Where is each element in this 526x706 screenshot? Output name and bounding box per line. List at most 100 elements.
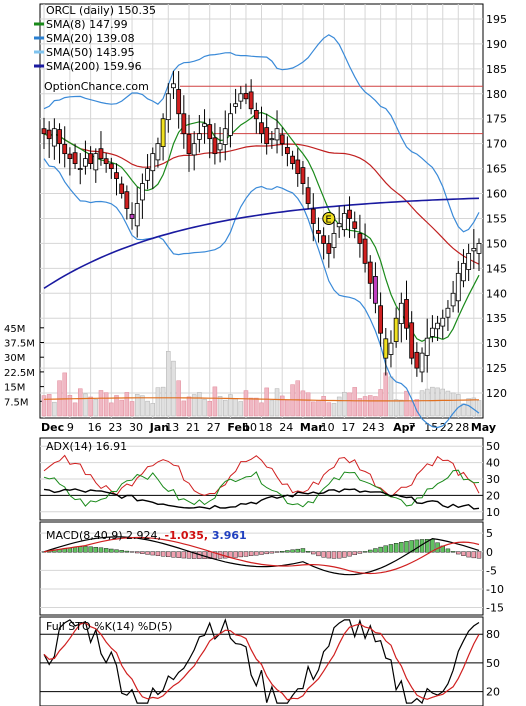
macd-hist-bar bbox=[414, 539, 420, 553]
macd-hist-bar bbox=[300, 548, 306, 553]
candle-body bbox=[347, 209, 352, 219]
candle bbox=[165, 83, 171, 133]
volume-bar bbox=[279, 395, 285, 417]
candle-body bbox=[41, 128, 47, 135]
candle-body bbox=[295, 159, 301, 174]
macd-hist-value: 3.961 bbox=[212, 529, 247, 542]
macd-hist-bar bbox=[150, 551, 155, 556]
volume-bar bbox=[41, 395, 47, 417]
volume-bar bbox=[150, 403, 155, 417]
candle bbox=[259, 106, 264, 144]
x-tick-label-14: 10 bbox=[321, 421, 335, 434]
y-tick-label-0: 120 bbox=[486, 387, 507, 400]
volume-bar bbox=[238, 401, 244, 417]
volume-bar bbox=[399, 399, 404, 417]
candle-body bbox=[290, 155, 295, 165]
macd-y-tick-1: 0 bbox=[486, 546, 493, 559]
candle-body bbox=[357, 233, 363, 244]
macd-hist-bar bbox=[399, 541, 404, 553]
panel-border-sto bbox=[39, 616, 484, 706]
volume-bar bbox=[248, 397, 254, 417]
candle bbox=[150, 147, 156, 189]
candle bbox=[455, 261, 461, 313]
earnings-marker-label: E bbox=[325, 214, 331, 225]
macd-y-tick-4: -15 bbox=[486, 602, 504, 615]
candle-body bbox=[139, 183, 145, 201]
vol-y-tick-label-1: 37.5M bbox=[4, 339, 35, 350]
volume-bar bbox=[83, 393, 88, 417]
candle-body bbox=[93, 153, 99, 171]
candle bbox=[222, 110, 228, 161]
volume-bar bbox=[471, 397, 477, 417]
volume-bar bbox=[430, 386, 435, 417]
volume-bar bbox=[166, 351, 171, 417]
candle-body bbox=[83, 158, 88, 167]
macd-hist-bar bbox=[409, 540, 414, 553]
macd-signal-value: -1.035, bbox=[165, 529, 212, 542]
candle-body bbox=[450, 292, 456, 307]
y-tick-label-5: 145 bbox=[486, 262, 507, 275]
candle-body bbox=[212, 137, 218, 155]
candle-body bbox=[67, 153, 73, 160]
volume-bar bbox=[305, 392, 311, 417]
macd-hist-bar bbox=[160, 551, 166, 557]
candle bbox=[383, 328, 389, 376]
candle-body bbox=[310, 208, 316, 224]
candle bbox=[46, 121, 52, 158]
volume-bar bbox=[67, 395, 73, 417]
candle-body bbox=[186, 133, 192, 155]
macd-hist-bar bbox=[243, 551, 249, 557]
candle-body bbox=[404, 299, 409, 329]
candle bbox=[62, 126, 68, 168]
volume-bar bbox=[393, 399, 399, 417]
x-tick-label-23: May bbox=[471, 421, 496, 434]
volume-bar bbox=[404, 390, 409, 417]
volume-bar bbox=[212, 386, 218, 417]
y-tick-label-6: 150 bbox=[486, 237, 507, 250]
candle-body bbox=[300, 167, 306, 184]
stoch-k-line bbox=[43, 617, 480, 705]
x-tick-label-6: 13 bbox=[165, 421, 179, 434]
volume-bar bbox=[336, 396, 342, 417]
macd-hist-bar bbox=[445, 548, 451, 553]
volume-bar bbox=[72, 402, 78, 417]
candle bbox=[378, 292, 384, 347]
y-tick-label-4: 140 bbox=[486, 287, 507, 300]
candle bbox=[393, 307, 399, 348]
candle-body bbox=[305, 187, 311, 204]
macd-hist-bar bbox=[311, 551, 316, 555]
candle-body bbox=[259, 122, 264, 135]
candle-body bbox=[176, 89, 182, 115]
y-tick-label-7: 155 bbox=[486, 212, 507, 225]
macd-hist-bar bbox=[331, 551, 337, 559]
candle-body bbox=[160, 118, 166, 147]
macd-hist-bar bbox=[280, 551, 285, 553]
candle bbox=[466, 243, 472, 281]
x-tick-label-1: 9 bbox=[67, 421, 74, 434]
x-tick-label-8: 27 bbox=[207, 421, 221, 434]
minus-di-line bbox=[43, 469, 480, 508]
candle bbox=[93, 148, 99, 183]
volume-bar bbox=[217, 396, 223, 417]
volume-bar bbox=[88, 396, 93, 417]
candle-body bbox=[331, 233, 337, 249]
candle-body bbox=[326, 243, 332, 254]
volume-bar bbox=[197, 392, 202, 417]
candle-body bbox=[321, 235, 327, 244]
x-tick-label-15: 17 bbox=[341, 421, 355, 434]
candle bbox=[461, 249, 466, 288]
candle bbox=[119, 176, 125, 199]
volume-bar bbox=[383, 372, 389, 417]
x-tick-label-11: 18 bbox=[259, 421, 273, 434]
candle bbox=[419, 347, 425, 383]
candle bbox=[155, 137, 161, 168]
volume-bar bbox=[98, 390, 104, 417]
volume-average-line bbox=[43, 397, 480, 402]
legend-entry-0: SMA(8) 147.99 bbox=[46, 18, 128, 31]
candle bbox=[212, 123, 218, 165]
macd-hist-bar bbox=[425, 539, 430, 553]
volume-bar bbox=[368, 395, 373, 417]
plus-di-line bbox=[43, 454, 480, 498]
candle bbox=[445, 300, 451, 331]
